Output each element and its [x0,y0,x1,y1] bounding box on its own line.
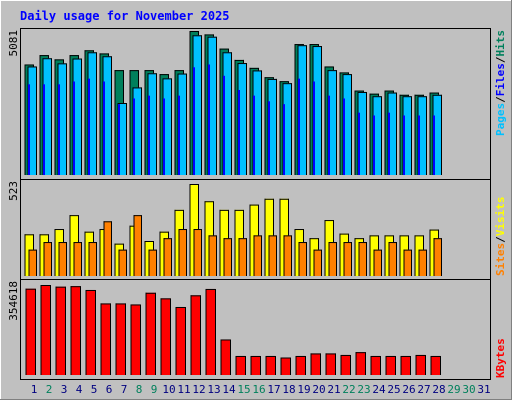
kbytes-bar-day-4 [70,286,81,375]
kbytes-bar-day-19 [295,355,306,375]
day-label-24: 24 [372,383,386,396]
chart-title: Daily usage for November 2025 [20,9,230,23]
sites-bar-day-5 [88,242,97,276]
x-axis-day-labels: 1 2 3 4 5 6 7 8 9 10 11 12 13 14 15 16 17 18 19 20 21 22 23 24 2… [31,383,491,396]
kbytes-bar-day-23 [355,352,366,375]
kbytes-bar-day-24 [370,355,381,375]
day-label-19: 19 [297,383,310,396]
day-label-14: 14 [222,383,236,396]
day-label-13: 13 [207,383,220,396]
sites-bar-day-26 [403,249,412,276]
day-label-28: 28 [432,383,445,396]
day-label-22: 22 [342,383,355,396]
sites-bar-day-17 [268,235,277,276]
day-label-11: 11 [177,383,190,396]
day-label-10: 10 [162,383,175,396]
day-label-20: 20 [312,383,325,396]
day-label-4: 4 [76,383,83,396]
day-label-2: 2 [46,383,53,396]
hits-ymax-label: 5081 [7,30,20,57]
legend-pages-files-hits: Pages/Files/Hits [494,30,507,136]
day-label-26: 26 [402,383,415,396]
day-label-21: 21 [327,383,340,396]
kbytes-bar-day-5 [85,289,96,375]
day-label-3: 3 [61,383,68,396]
sites-bar-day-18 [283,235,292,276]
kbytes-bar-day-6 [100,303,111,375]
kbytes-bar-day-26 [400,355,411,375]
sites-bar-day-7 [118,249,127,276]
legends-layer: Pages/Files/Hits Sites/Visits KBytes [494,30,507,378]
kbytes-bar-day-18 [280,357,291,375]
sites-bar-day-23 [358,242,367,276]
sites-bar-day-10 [163,238,172,276]
sites-bar-day-2 [43,242,52,276]
sites-bar-day-25 [388,242,397,276]
sites-bar-day-6 [103,221,112,276]
sites-bar-day-19 [298,242,307,276]
sites-bar-day-4 [73,242,82,276]
day-label-27: 27 [417,383,430,396]
kbytes-bar-day-9 [145,292,156,375]
kbytes-bar-day-25 [385,355,396,375]
sites-bar-day-20 [313,249,322,276]
sites-bar-day-11 [178,229,187,276]
kbytes-bar-day-28 [430,355,441,375]
legend-sites-visits: Sites/Visits [494,197,507,277]
kbytes-bar-day-12 [190,295,201,375]
kbytes-bar-day-1 [25,288,36,375]
sites-bar-day-21 [328,242,337,276]
sites-bar-day-13 [208,235,217,276]
sites-bar-day-28 [433,238,442,276]
day-label-23: 23 [357,383,370,396]
day-label-29: 29 [447,383,460,396]
day-label-25: 25 [387,383,400,396]
day-label-9: 9 [151,383,158,396]
day-label-12: 12 [192,383,205,396]
kbytes-bar-day-7 [115,303,126,375]
day-label-16: 16 [252,383,265,396]
day-label-31: 31 [477,383,490,396]
sites-bar-day-27 [418,249,427,276]
bars-layer [24,31,442,375]
kbytes-bar-day-17 [265,355,276,375]
day-label-7: 7 [121,383,128,396]
sites-bar-day-1 [28,249,37,276]
sites-bar-day-9 [148,249,157,276]
sites-bar-day-3 [58,242,67,276]
kbytes-bar-day-22 [340,354,351,375]
day-label-17: 17 [267,383,280,396]
sites-bar-day-14 [223,238,232,276]
day-label-1: 1 [31,383,38,396]
day-label-5: 5 [91,383,98,396]
kbytes-bar-day-16 [250,355,261,375]
sites-bar-day-8 [133,215,142,276]
kbytes-bar-day-13 [205,288,216,375]
kbytes-bar-day-15 [235,355,246,375]
day-label-18: 18 [282,383,295,396]
legend-kbytes: KBytes [494,338,507,378]
sites-bar-day-16 [253,235,262,276]
sites-bar-day-15 [238,238,247,276]
day-label-15: 15 [237,383,250,396]
kbytes-bar-day-3 [55,286,66,375]
kbytes-bar-day-11 [175,306,186,375]
sites-bar-day-24 [373,249,382,276]
kbytes-bar-day-8 [130,304,141,375]
visits-ymax-label: 523 [7,181,20,201]
kbytes-bar-day-2 [40,285,51,375]
kbytes-bar-day-27 [415,354,426,375]
sites-bar-day-22 [343,242,352,276]
kbytes-bar-day-10 [160,298,171,375]
day-label-30: 30 [462,383,475,396]
kbytes-bar-day-21 [325,353,336,375]
kbytes-bar-day-20 [310,353,321,375]
sites-bar-day-12 [193,229,202,276]
day-label-8: 8 [136,383,143,396]
day-label-6: 6 [106,383,113,396]
kbytes-ymax-label: 354618 [7,281,20,321]
kbytes-bar-day-14 [220,339,231,375]
